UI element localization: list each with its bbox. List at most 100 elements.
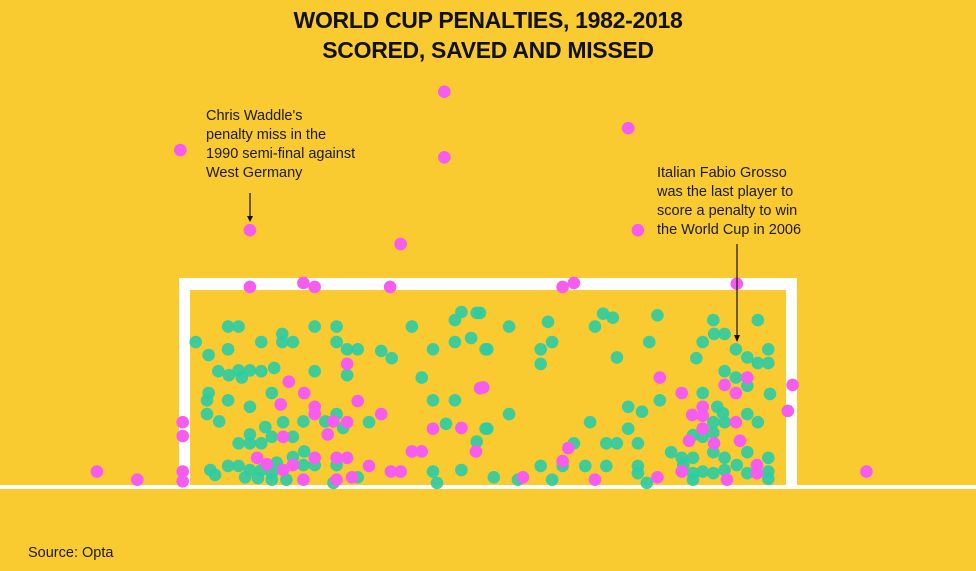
penalty-point [265,473,279,487]
penalty-point [330,320,343,333]
penalty-point [545,335,559,349]
penalty-point [664,445,678,459]
penalty-point [473,306,487,320]
penalty-point [212,415,226,428]
penalty-point [415,371,429,384]
annotation-grosso: Italian Fabio Grosso was the last player… [657,164,801,240]
penalty-point [340,343,354,356]
annotation-line: penalty miss in the [206,127,327,143]
penalty-point [308,280,322,294]
penalty-point [502,320,516,333]
penalty-point [631,437,645,450]
penalty-point [502,407,516,421]
penalty-point [286,335,300,349]
penalty-point [588,473,602,487]
penalty-point [464,331,478,345]
penalty-point [221,394,235,407]
penalty-point [610,437,624,450]
penalty-point [635,405,649,419]
penalty-point [621,422,635,436]
penalty-point [243,428,257,441]
arrowhead-grosso [734,335,740,342]
annotation-line: Chris Waddle's [206,108,303,124]
penalty-point [405,320,419,333]
penalty-point [221,320,235,333]
penalty-point [243,223,257,237]
penalty-point [685,408,699,422]
penalty-point [394,465,407,478]
penalty-point [707,327,721,341]
penalty-point [631,466,645,480]
penalty-point [438,85,451,98]
penalty-point [232,459,245,473]
penalty-point [596,307,610,321]
penalty-point [696,400,709,414]
penalty-point [345,471,359,484]
penalty-point [232,437,245,450]
penalty-point [729,343,743,356]
penalty-point [254,364,268,378]
penalty-point [176,429,189,443]
penalty-point [330,451,343,465]
penalty-point [308,407,322,421]
source-note: Source: Opta [28,545,114,561]
penalty-point [276,430,290,444]
penalty-point [251,471,265,485]
penalty-point [640,476,654,490]
penalty-point [394,237,407,251]
penalty-point [235,371,249,384]
penalty-point [276,335,289,349]
left-post [179,278,190,487]
annotation-line: score a penalty to win [657,203,798,219]
penalty-point [254,335,268,349]
penalty-point [282,375,296,389]
penalty-point [250,451,264,465]
penalty-point [750,466,764,480]
penalty-point [470,435,484,448]
penalty-point [718,451,731,465]
penalty-point [439,417,453,431]
penalty-point [556,454,569,468]
penalty-point [762,343,775,356]
penalty-point [786,378,799,392]
penalty-point [383,280,397,294]
penalty-point [643,335,656,349]
penalty-point [362,459,376,473]
penalty-point [718,364,731,378]
penalty-point [707,415,720,429]
penalty-point [730,458,744,472]
penalty-point [426,465,440,478]
penalty-point [131,473,144,487]
penalty-point [729,371,743,384]
penalty-point [276,415,290,429]
penalty-point [588,320,602,333]
penalty-point [610,351,624,364]
penalty-point [781,404,795,418]
penalty-point [718,327,731,341]
penalty-point [762,472,775,486]
penalty-point [297,445,311,458]
annotation-line: was the last player to [657,184,794,200]
penalty-point [426,394,440,407]
penalty-point [741,407,754,421]
penalty-point [675,386,688,400]
penalty-point [651,309,664,322]
penalty-point [696,335,709,349]
penalty-point [189,335,202,349]
penalty-point [600,459,613,473]
penalty-point [621,121,635,135]
penalty-point [265,386,279,400]
penalty-point [340,415,354,429]
penalty-point [718,378,731,392]
penalty-point [455,463,468,477]
penalty-point [340,368,354,382]
penalty-point [238,471,252,484]
penalty-point [686,451,700,465]
annotation-line: 1990 semi-final against [206,146,356,162]
penalty-point [330,335,343,349]
penalty-point [733,434,747,448]
penalty-point [176,465,189,478]
penalty-point [621,400,635,414]
penalty-point [405,445,419,458]
